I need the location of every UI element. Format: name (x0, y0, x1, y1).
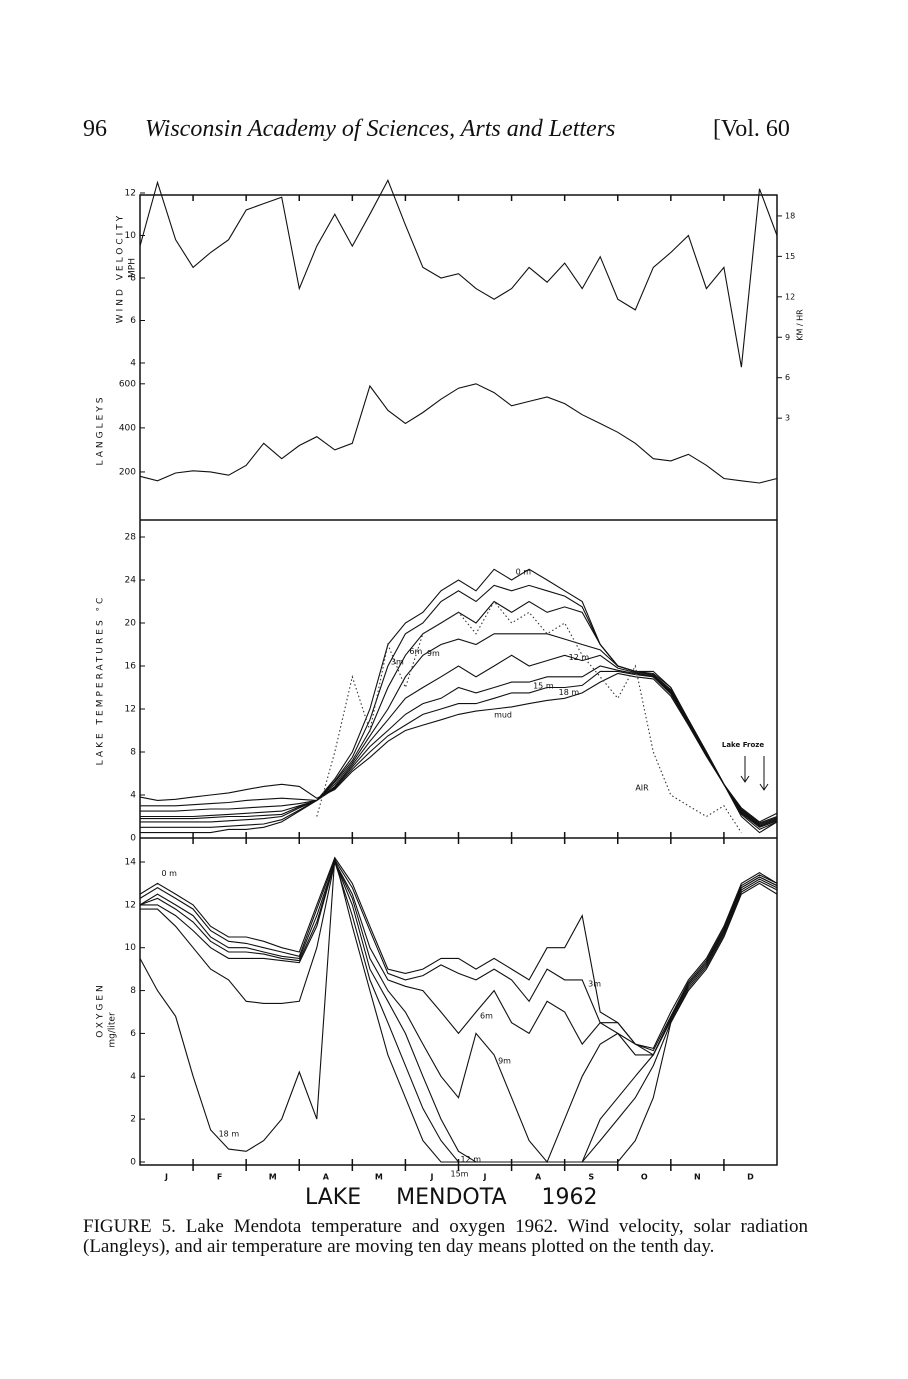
series-label: 0 m (162, 869, 178, 878)
series-label: AIR (635, 784, 649, 793)
series-label: 6m (480, 1012, 493, 1021)
y-tick-label: 600 (119, 379, 136, 389)
line (139, 672, 778, 823)
y-tick-label: 6 (130, 1029, 136, 1039)
series-label: 3m (391, 658, 404, 667)
y-tick-label: 400 (119, 423, 136, 433)
series-label: 15 m (533, 682, 554, 691)
y-tick-label: 14 (125, 858, 137, 868)
series-label: 3m (588, 979, 601, 988)
y-tick-label: 4 (130, 791, 136, 801)
y-tick-label: 12 (125, 189, 136, 199)
month-label: F (217, 1173, 222, 1182)
y-tick-label: 10 (125, 943, 137, 953)
y-tick-label: 6 (130, 316, 136, 326)
line (140, 859, 778, 1163)
line (140, 670, 778, 824)
y-axis-label: LAKE TEMPERATURES °C (96, 595, 106, 766)
y2-tick-label: 9 (785, 333, 790, 342)
series-label: 15m (451, 1170, 469, 1179)
month-label: J (429, 1173, 433, 1182)
y-tick-label: 8 (130, 273, 136, 283)
y-tick-label: 8 (130, 748, 136, 758)
line (139, 860, 778, 1164)
series-label: mud (494, 711, 512, 720)
figure-title: LAKE MENDOTA 1962 (305, 1185, 598, 1210)
y2-tick-label: 12 (785, 292, 795, 301)
month-label: A (535, 1173, 542, 1182)
month-label: S (588, 1173, 594, 1182)
month-label: M (375, 1173, 383, 1182)
journal-title: Wisconsin Academy of Sciences, Arts and … (145, 116, 616, 142)
y-tick-label: 200 (119, 467, 136, 477)
y2-tick-label: 6 (785, 373, 790, 382)
y-tick-label: 28 (125, 533, 137, 543)
y-tick-label: 20 (125, 619, 137, 629)
y2-axis-label: KM / HR (796, 309, 805, 341)
page-number: 96 (83, 116, 107, 142)
series-label: 9m (498, 1056, 511, 1065)
y-tick-label: 24 (125, 576, 137, 586)
series-label: 12 m (569, 653, 590, 662)
y-tick-label: 0 (130, 834, 136, 844)
month-label: O (641, 1173, 648, 1182)
series-label: 9m (427, 649, 440, 658)
caption-label: FIGURE 5. (83, 1216, 176, 1237)
y2-tick-label: 15 (785, 252, 795, 261)
line (316, 600, 742, 833)
caption: FIGURE 5. Lake Mendota temperature and o… (83, 1217, 808, 1257)
y-tick-label: 0 (130, 1158, 136, 1168)
y-axis-label: WIND VELOCITY (116, 213, 126, 324)
line (139, 858, 778, 1052)
y-axis-label: LANGLEYS (96, 395, 106, 466)
month-label: D (747, 1173, 754, 1182)
y-tick-label: 12 (125, 705, 136, 715)
frame (139, 194, 778, 1166)
caption-text: Lake Mendota temperature and oxygen 1962… (83, 1216, 808, 1257)
series-label: 6m (409, 647, 422, 656)
arrows (740, 756, 769, 791)
y-axis-unit: MPH (128, 258, 138, 278)
series-label: 18 m (559, 688, 580, 697)
volume: [Vol. 60 (713, 116, 790, 142)
y-tick-label: 2 (130, 1115, 136, 1125)
y-tick-label: 12 (125, 900, 136, 910)
y-tick-label: 4 (130, 358, 136, 368)
y-tick-label: 8 (130, 986, 136, 996)
line (139, 383, 778, 484)
y-tick-label: 4 (130, 1072, 136, 1082)
series-label: 0 m (516, 568, 532, 577)
line (140, 654, 778, 826)
line (140, 633, 778, 827)
y-tick-label: 16 (125, 662, 137, 672)
series-label: 18 m (219, 1129, 240, 1138)
line (139, 178, 778, 368)
line (140, 584, 778, 831)
y2-tick-label: 3 (785, 414, 790, 423)
month-label: J (164, 1173, 168, 1182)
annotation: Lake Froze (722, 741, 765, 749)
month-label: M (269, 1173, 277, 1182)
y-axis-unit: mg/liter (108, 1012, 118, 1048)
month-label: N (694, 1173, 701, 1182)
y-axis-label: OXYGEN (96, 982, 106, 1038)
series-label: 12 m (461, 1155, 482, 1164)
month-label: A (323, 1173, 330, 1182)
line (140, 568, 778, 834)
y2-tick-label: 18 (785, 211, 795, 220)
month-label: J (483, 1173, 487, 1182)
y-tick-label: 10 (125, 231, 137, 241)
line (140, 860, 778, 1163)
line (139, 856, 778, 1050)
line (139, 857, 778, 1163)
line (140, 665, 778, 825)
